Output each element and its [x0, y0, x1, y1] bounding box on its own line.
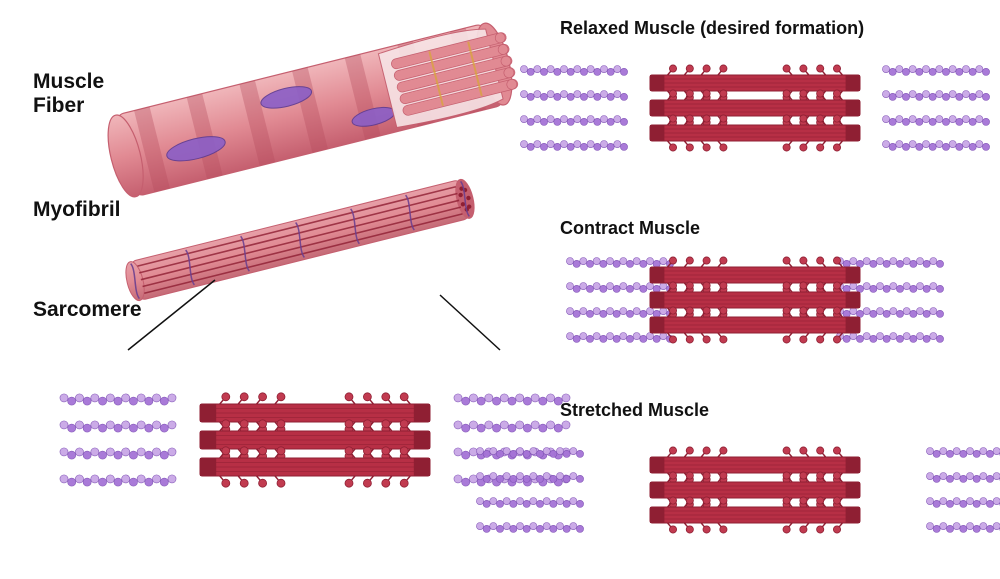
diagram-canvas — [0, 0, 1000, 579]
myofibril — [122, 178, 477, 303]
stage: Muscle Fiber Myofibril Sarcomere Relaxed… — [0, 0, 1000, 579]
sarcomere-stretched — [476, 447, 1000, 533]
sarcomere-relaxed — [520, 65, 989, 151]
muscle-fiber — [101, 19, 522, 200]
callout-lines — [128, 280, 500, 350]
sarcomere-contract — [566, 257, 943, 343]
